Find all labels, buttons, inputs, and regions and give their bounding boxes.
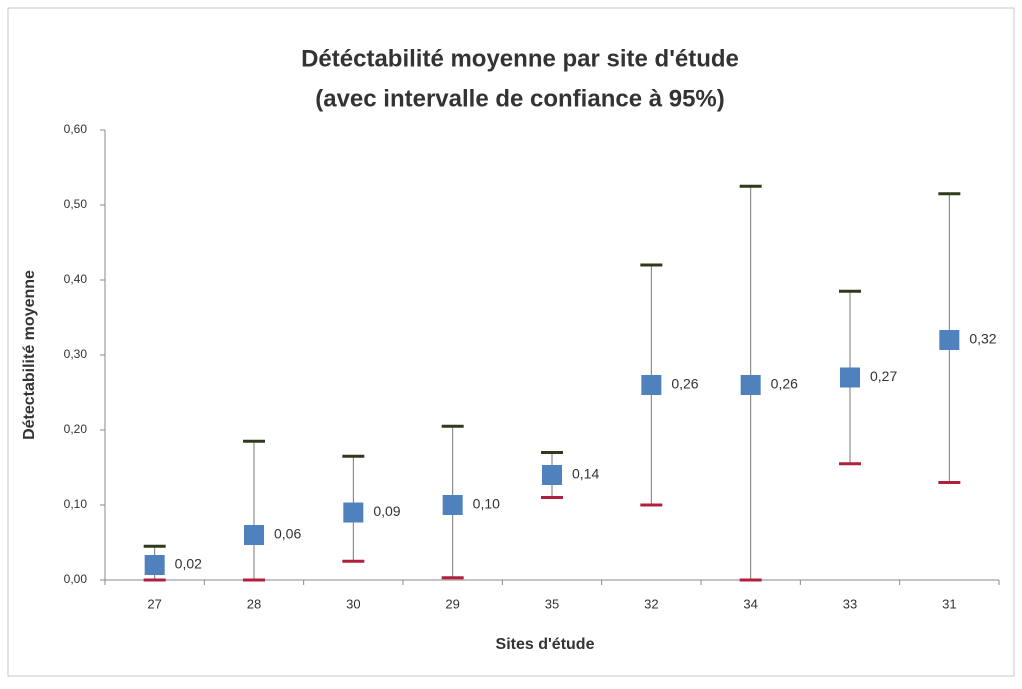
value-label: 0,02: [175, 556, 202, 572]
mean-marker: [740, 375, 761, 395]
x-tick-label: 32: [644, 596, 658, 611]
x-tick-label: 34: [743, 596, 757, 611]
value-label: 0,14: [572, 466, 599, 482]
y-tick-label: 0,60: [64, 122, 88, 136]
y-tick-label: 0,20: [64, 422, 88, 436]
x-tick-label: 27: [147, 596, 161, 611]
y-tick-label: 0,50: [64, 197, 88, 211]
x-tick-label: 35: [545, 596, 559, 611]
x-tick-label: 31: [942, 596, 956, 611]
mean-marker: [244, 525, 264, 545]
value-label: 0,32: [969, 331, 996, 347]
y-tick-label: 0,00: [64, 572, 88, 586]
mean-marker: [641, 375, 662, 395]
chart-subtitle: (avec intervalle de confiance à 95%): [315, 85, 725, 112]
value-label: 0,06: [274, 526, 301, 542]
mean-marker: [442, 495, 463, 515]
x-axis-title: Sites d'étude: [496, 636, 595, 653]
x-tick-label: 30: [346, 596, 360, 611]
value-label: 0,26: [771, 376, 798, 392]
x-tick-label: 28: [247, 596, 261, 611]
y-tick-label: 0,10: [64, 497, 88, 511]
mean-marker: [542, 465, 562, 485]
x-tick-label: 33: [843, 596, 857, 611]
chart-border: [7, 7, 1015, 677]
mean-marker: [343, 502, 364, 523]
chart-title: Détéctabilité moyenne par site d'étude: [301, 45, 739, 72]
y-tick-label: 0,40: [64, 272, 88, 286]
x-tick-label: 29: [445, 596, 459, 611]
value-label: 0,09: [373, 503, 400, 519]
mean-marker: [939, 330, 960, 350]
mean-marker: [144, 555, 165, 575]
value-label: 0,10: [473, 496, 500, 512]
y-axis-title: Détectabilité moyenne: [21, 270, 38, 440]
value-label: 0,27: [870, 368, 897, 384]
mean-marker: [840, 367, 860, 388]
value-label: 0,26: [671, 376, 698, 392]
y-tick-label: 0,30: [64, 347, 88, 361]
